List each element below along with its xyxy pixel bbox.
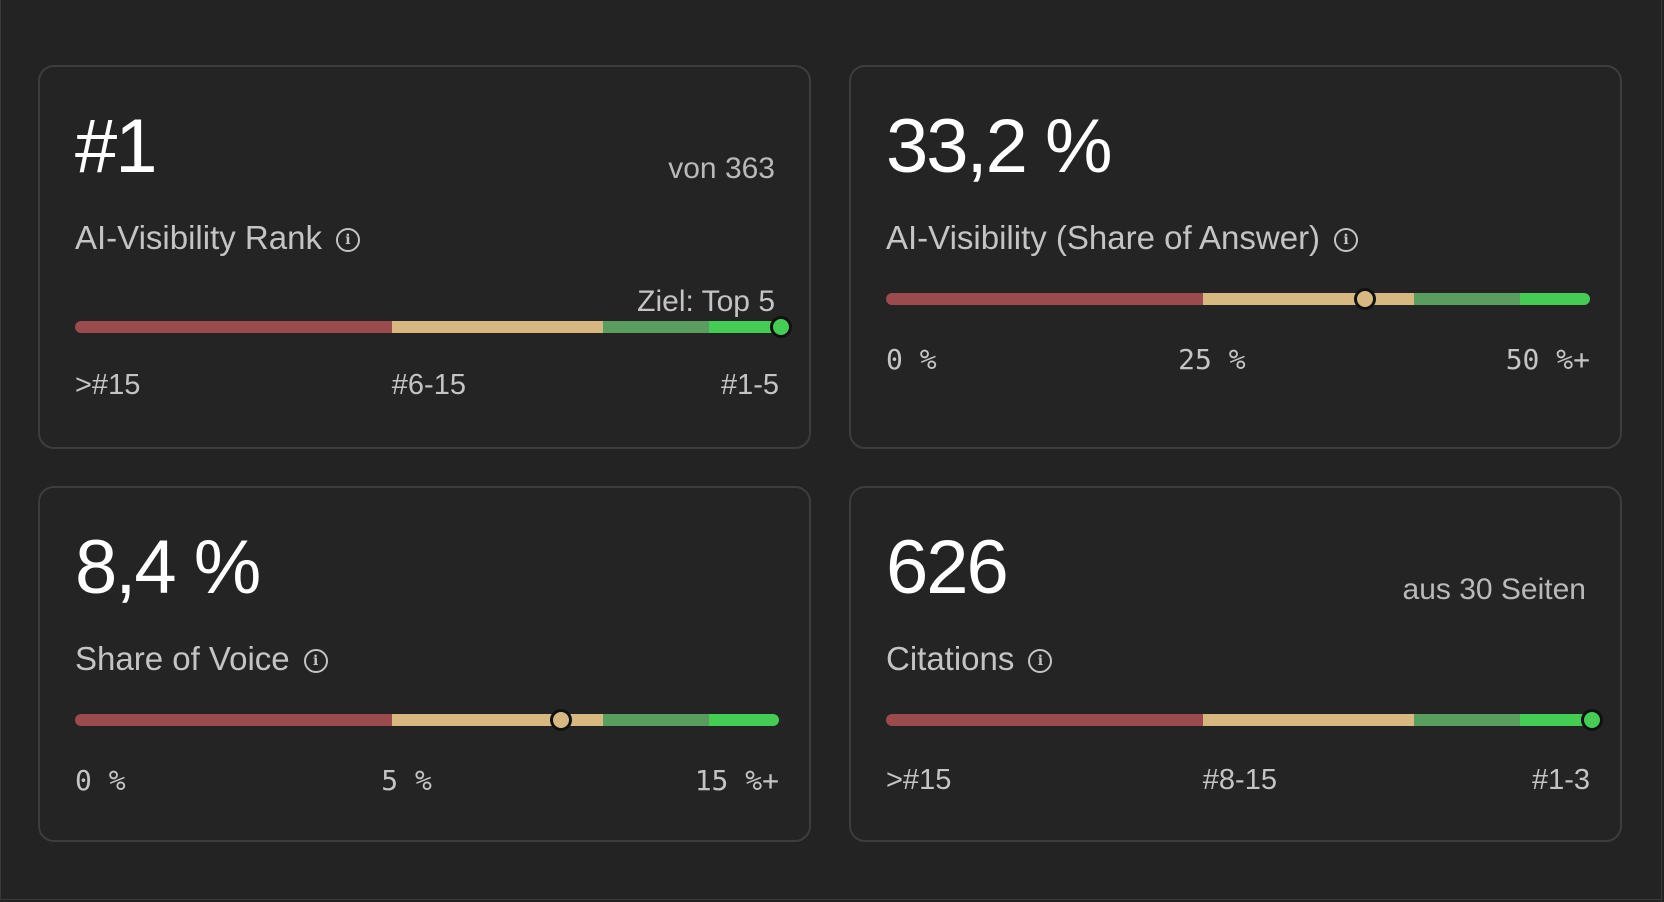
segment-tan <box>1202 714 1414 726</box>
info-icon[interactable]: i <box>1334 228 1359 252</box>
kpi-value: 626 <box>886 525 1009 610</box>
tick-left: 0 % <box>75 764 126 797</box>
tick-middle: 25 % <box>1178 343 1246 376</box>
bar-marker <box>1353 288 1376 310</box>
kpi-label: Citations i <box>886 640 1053 678</box>
info-icon[interactable]: i <box>1028 649 1053 673</box>
segment-green <box>602 714 709 726</box>
bar-marker <box>1581 709 1603 731</box>
tick-left: >#15 <box>886 764 952 796</box>
kpi-label: AI-Visibility (Share of Answer) i <box>886 219 1359 257</box>
info-icon[interactable]: i <box>335 228 360 252</box>
tick-middle: #8-15 <box>1202 764 1277 796</box>
kpi-progress-bar <box>886 709 1603 731</box>
kpi-label: AI-Visibility Rank i <box>75 219 360 257</box>
bar-marker <box>549 709 572 731</box>
kpi-label-text: Share of Voice <box>75 640 290 677</box>
kpi-grid: #1 von 363 AI-Visibility Rank i Ziel: To… <box>38 65 1622 842</box>
kpi-aux: von 363 <box>668 152 775 185</box>
tick-right: #1-3 <box>1531 764 1590 796</box>
segment-red <box>886 293 1203 305</box>
segment-bright-green <box>1519 293 1590 305</box>
bar-segments <box>886 714 1590 726</box>
tick-right: 50 %+ <box>1505 343 1590 376</box>
kpi-label-text: AI-Visibility (Share of Answer) <box>886 219 1321 256</box>
kpi-progress-bar <box>75 709 779 731</box>
kpi-target: Ziel: Top 5 <box>637 285 775 318</box>
segment-tan <box>391 321 603 333</box>
segment-green <box>1413 293 1520 305</box>
kpi-value: 8,4 % <box>75 525 261 610</box>
segment-bright-green <box>708 714 779 726</box>
kpi-card-share-of-voice: 8,4 % Share of Voice i 0 % 5 % 15 %+ <box>38 486 811 842</box>
kpi-label-text: Citations <box>886 640 1015 677</box>
tick-middle: #6-15 <box>391 369 466 401</box>
kpi-card-citations: 626 aus 30 Seiten Citations i >#15 #8-15… <box>849 486 1622 842</box>
segment-bright-green <box>708 321 779 333</box>
tick-right: #1-5 <box>720 369 779 401</box>
kpi-card-ai-visibility-rank: #1 von 363 AI-Visibility Rank i Ziel: To… <box>38 65 811 449</box>
bar-marker <box>770 316 792 338</box>
kpi-value: #1 <box>75 104 158 189</box>
kpi-label: Share of Voice i <box>75 640 328 678</box>
info-icon[interactable]: i <box>303 649 328 673</box>
bar-segments <box>75 321 779 333</box>
kpi-aux: aus 30 Seiten <box>1402 573 1586 606</box>
segment-red <box>75 321 392 333</box>
segment-tan <box>1202 293 1414 305</box>
bar-segments <box>75 714 779 726</box>
bar-segments <box>886 293 1590 305</box>
tick-left: >#15 <box>75 369 141 401</box>
tick-left: 0 % <box>886 343 937 376</box>
kpi-label-text: AI-Visibility Rank <box>75 219 322 256</box>
segment-green <box>602 321 709 333</box>
kpi-progress-bar <box>886 288 1590 310</box>
segment-green <box>1413 714 1520 726</box>
segment-red <box>75 714 392 726</box>
kpi-progress-bar <box>75 316 792 338</box>
kpi-card-ai-visibility-share: 33,2 % AI-Visibility (Share of Answer) i… <box>849 65 1622 449</box>
tick-right: 15 %+ <box>694 764 779 797</box>
segment-red <box>886 714 1203 726</box>
tick-middle: 5 % <box>381 764 432 797</box>
kpi-value: 33,2 % <box>886 104 1113 189</box>
segment-bright-green <box>1519 714 1590 726</box>
